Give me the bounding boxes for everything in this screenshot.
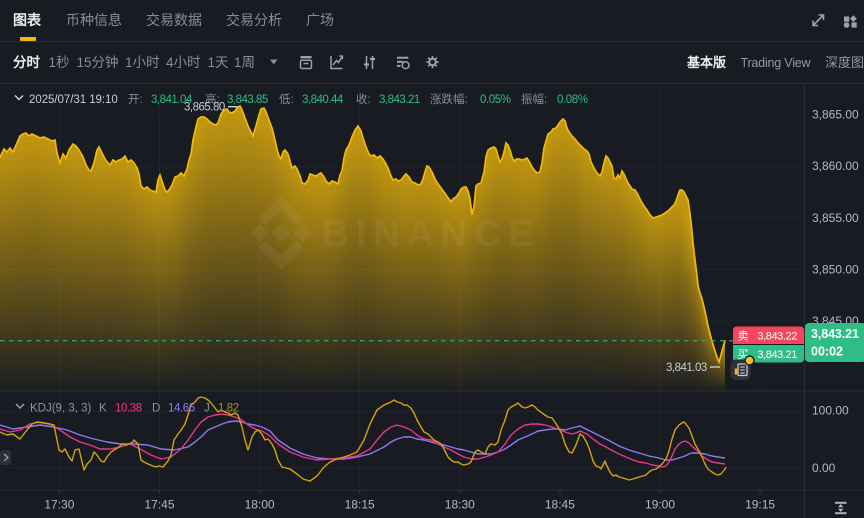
svg-text:收:: 收: bbox=[356, 92, 371, 106]
svg-text:3,843.21: 3,843.21 bbox=[379, 94, 420, 106]
svg-text:涨跌幅:: 涨跌幅: bbox=[430, 92, 468, 106]
svg-text:3,865.00: 3,865.00 bbox=[812, 108, 859, 122]
svg-text:00:02: 00:02 bbox=[811, 345, 843, 359]
svg-text:17:30: 17:30 bbox=[44, 498, 74, 512]
svg-text:开:: 开: bbox=[128, 94, 143, 106]
svg-text:100.00: 100.00 bbox=[812, 404, 849, 418]
svg-text:K: K bbox=[99, 403, 107, 415]
svg-text:14.66: 14.66 bbox=[168, 403, 195, 415]
svg-text:2025/07/31 19:10: 2025/07/31 19:10 bbox=[29, 94, 118, 106]
svg-text:3,843.85: 3,843.85 bbox=[227, 94, 268, 106]
svg-text:10.38: 10.38 bbox=[115, 403, 142, 415]
svg-text:买: 买 bbox=[738, 348, 749, 361]
svg-text:KDJ(9, 3, 3): KDJ(9, 3, 3) bbox=[30, 403, 92, 415]
svg-text:3,850.00: 3,850.00 bbox=[812, 263, 859, 277]
svg-text:3,855.00: 3,855.00 bbox=[812, 211, 859, 225]
svg-text:低:: 低: bbox=[279, 93, 294, 106]
svg-text:3,843.21: 3,843.21 bbox=[811, 327, 859, 341]
svg-text:3,841.04: 3,841.04 bbox=[151, 94, 193, 106]
svg-text:3,860.00: 3,860.00 bbox=[812, 159, 859, 173]
svg-text:3,843.22: 3,843.22 bbox=[757, 331, 797, 343]
svg-text:3,841.03: 3,841.03 bbox=[666, 362, 707, 374]
svg-text:J: J bbox=[204, 403, 210, 415]
svg-text:18:45: 18:45 bbox=[545, 498, 575, 512]
svg-text:3,840.44: 3,840.44 bbox=[302, 94, 344, 106]
svg-text:0.05%: 0.05% bbox=[480, 94, 511, 106]
svg-text:3,843.21: 3,843.21 bbox=[757, 349, 797, 361]
svg-text:卖: 卖 bbox=[738, 330, 749, 343]
svg-text:高:: 高: bbox=[205, 92, 220, 106]
svg-text:19:15: 19:15 bbox=[745, 498, 775, 512]
svg-text:BINANCE: BINANCE bbox=[322, 213, 540, 254]
svg-text:19:00: 19:00 bbox=[645, 498, 675, 512]
svg-text:0.00: 0.00 bbox=[812, 461, 836, 475]
svg-text:1.82: 1.82 bbox=[218, 403, 239, 415]
svg-text:18:00: 18:00 bbox=[245, 498, 275, 512]
svg-text:17:45: 17:45 bbox=[144, 498, 174, 512]
svg-text:18:15: 18:15 bbox=[345, 498, 375, 512]
svg-text:振幅:: 振幅: bbox=[521, 92, 547, 106]
svg-text:18:30: 18:30 bbox=[445, 498, 475, 512]
svg-text:D: D bbox=[152, 403, 160, 415]
svg-text:3,865.80: 3,865.80 bbox=[184, 102, 225, 114]
svg-text:0.08%: 0.08% bbox=[557, 94, 588, 106]
